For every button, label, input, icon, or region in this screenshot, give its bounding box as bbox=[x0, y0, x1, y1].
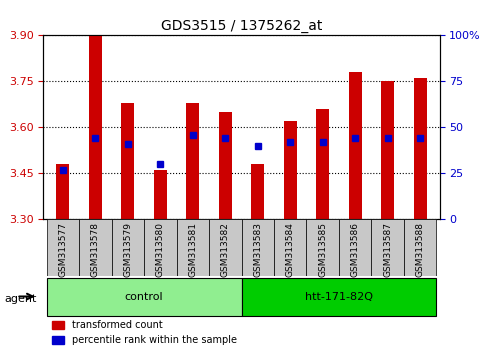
Bar bbox=[79, 219, 112, 276]
Text: GSM313578: GSM313578 bbox=[91, 222, 100, 277]
Bar bbox=[177, 219, 209, 276]
Bar bbox=[89, 35, 102, 219]
Bar bbox=[371, 219, 404, 276]
Bar bbox=[306, 219, 339, 276]
Text: GSM313577: GSM313577 bbox=[58, 222, 68, 277]
Text: GSM313587: GSM313587 bbox=[383, 222, 392, 277]
Text: GSM313580: GSM313580 bbox=[156, 222, 165, 277]
Text: agent: agent bbox=[5, 294, 37, 304]
Bar bbox=[121, 103, 134, 219]
Bar bbox=[316, 109, 329, 219]
Bar bbox=[349, 72, 362, 219]
Text: htt-171-82Q: htt-171-82Q bbox=[305, 291, 373, 302]
Text: GSM313585: GSM313585 bbox=[318, 222, 327, 277]
Text: GSM313588: GSM313588 bbox=[415, 222, 425, 277]
Bar bbox=[339, 219, 371, 276]
Bar bbox=[47, 278, 242, 316]
Text: GSM313581: GSM313581 bbox=[188, 222, 197, 277]
Legend: transformed count, percentile rank within the sample: transformed count, percentile rank withi… bbox=[48, 316, 241, 349]
Text: GSM313582: GSM313582 bbox=[221, 222, 230, 277]
Bar bbox=[154, 170, 167, 219]
Bar bbox=[47, 219, 79, 276]
Bar bbox=[209, 219, 242, 276]
Bar bbox=[284, 121, 297, 219]
Bar bbox=[219, 112, 232, 219]
Text: GSM313579: GSM313579 bbox=[123, 222, 132, 277]
Bar bbox=[381, 81, 394, 219]
Bar bbox=[404, 219, 436, 276]
Bar bbox=[57, 164, 70, 219]
Text: GSM313583: GSM313583 bbox=[253, 222, 262, 277]
Bar bbox=[186, 103, 199, 219]
Text: GSM313586: GSM313586 bbox=[351, 222, 360, 277]
Bar bbox=[242, 219, 274, 276]
Title: GDS3515 / 1375262_at: GDS3515 / 1375262_at bbox=[161, 19, 322, 33]
Text: control: control bbox=[125, 291, 163, 302]
Bar bbox=[413, 78, 426, 219]
Bar bbox=[274, 219, 306, 276]
Bar bbox=[144, 219, 177, 276]
Bar bbox=[251, 164, 264, 219]
Bar bbox=[112, 219, 144, 276]
Text: GSM313584: GSM313584 bbox=[286, 222, 295, 277]
Bar bbox=[242, 278, 436, 316]
